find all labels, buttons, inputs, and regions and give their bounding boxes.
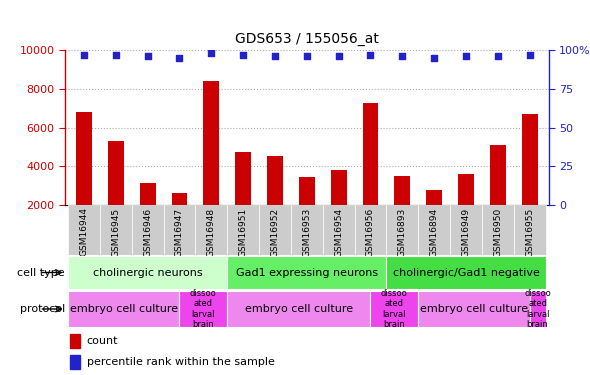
Text: GSM16944: GSM16944 (80, 207, 88, 256)
Point (302, 53, 312, 59)
Bar (140, 183, 156, 244)
Bar (204, 81, 219, 244)
Bar (108, 141, 124, 244)
Text: embryo cell culture: embryo cell culture (70, 304, 178, 314)
Point (398, 53, 407, 59)
Point (334, 53, 343, 59)
Point (111, 52, 120, 58)
Point (270, 53, 280, 59)
Text: cholinergic/Gad1 negative: cholinergic/Gad1 negative (392, 267, 539, 278)
Bar (76, 112, 92, 244)
Point (461, 53, 471, 59)
Text: GSM16955: GSM16955 (525, 207, 534, 257)
Point (175, 55, 184, 61)
Point (493, 53, 503, 59)
Text: GSM16893: GSM16893 (398, 207, 407, 257)
Bar (172, 194, 188, 244)
Bar (450, 205, 482, 255)
Bar (355, 205, 386, 255)
Bar (323, 205, 355, 255)
Bar (490, 145, 506, 244)
Text: Gad1 expressing neurons: Gad1 expressing neurons (236, 267, 378, 278)
Text: GSM16951: GSM16951 (238, 207, 248, 257)
Bar (426, 189, 442, 244)
Text: GSM16952: GSM16952 (270, 207, 280, 256)
Point (206, 50, 216, 56)
Bar (163, 205, 195, 255)
Text: GSM16894: GSM16894 (430, 207, 438, 256)
Bar (68, 205, 100, 255)
Bar (330, 170, 346, 244)
Bar (235, 152, 251, 244)
Text: GSM16948: GSM16948 (207, 207, 216, 256)
Title: GDS653 / 155056_at: GDS653 / 155056_at (235, 32, 379, 46)
Bar (267, 156, 283, 244)
Bar (514, 205, 546, 255)
Text: dissoo
ated
larval
brain: dissoo ated larval brain (190, 289, 217, 329)
Bar (394, 176, 410, 244)
Text: count: count (87, 336, 118, 346)
Text: embryo cell culture: embryo cell culture (245, 304, 353, 314)
Bar (70, 334, 80, 348)
Bar (530, 291, 546, 327)
Bar (179, 291, 227, 327)
Bar (418, 205, 450, 255)
Text: GSM16946: GSM16946 (143, 207, 152, 256)
Text: cholinergic neurons: cholinergic neurons (93, 267, 202, 278)
Bar (68, 256, 227, 289)
Text: embryo cell culture: embryo cell culture (420, 304, 528, 314)
Bar (371, 291, 418, 327)
Bar (418, 291, 530, 327)
Text: protocol: protocol (19, 304, 65, 314)
Text: GSM16947: GSM16947 (175, 207, 184, 256)
Text: dissoo
ated
larval
brain: dissoo ated larval brain (381, 289, 408, 329)
Text: dissoo
ated
larval
brain: dissoo ated larval brain (524, 289, 551, 329)
Text: cell type: cell type (17, 267, 65, 278)
Text: GSM16949: GSM16949 (461, 207, 470, 256)
Bar (195, 205, 227, 255)
Bar (458, 174, 474, 244)
Bar (291, 205, 323, 255)
Bar (386, 205, 418, 255)
Bar (227, 291, 371, 327)
Text: percentile rank within the sample: percentile rank within the sample (87, 357, 274, 367)
Bar (259, 205, 291, 255)
Bar (100, 205, 132, 255)
Text: GSM16954: GSM16954 (334, 207, 343, 256)
Bar (132, 205, 163, 255)
Bar (299, 177, 314, 244)
Point (430, 55, 439, 61)
Point (79, 52, 88, 58)
Bar (362, 103, 378, 244)
Point (238, 52, 248, 58)
Point (143, 53, 152, 59)
Bar (70, 355, 80, 369)
Bar (522, 114, 537, 244)
Text: GSM16945: GSM16945 (112, 207, 120, 256)
Point (366, 52, 375, 58)
Text: GSM16950: GSM16950 (493, 207, 502, 257)
Bar (227, 205, 259, 255)
Bar (482, 205, 514, 255)
Point (525, 52, 535, 58)
Text: GSM16956: GSM16956 (366, 207, 375, 257)
Text: GSM16953: GSM16953 (302, 207, 312, 257)
Bar (386, 256, 546, 289)
Bar (68, 291, 179, 327)
Bar (227, 256, 386, 289)
